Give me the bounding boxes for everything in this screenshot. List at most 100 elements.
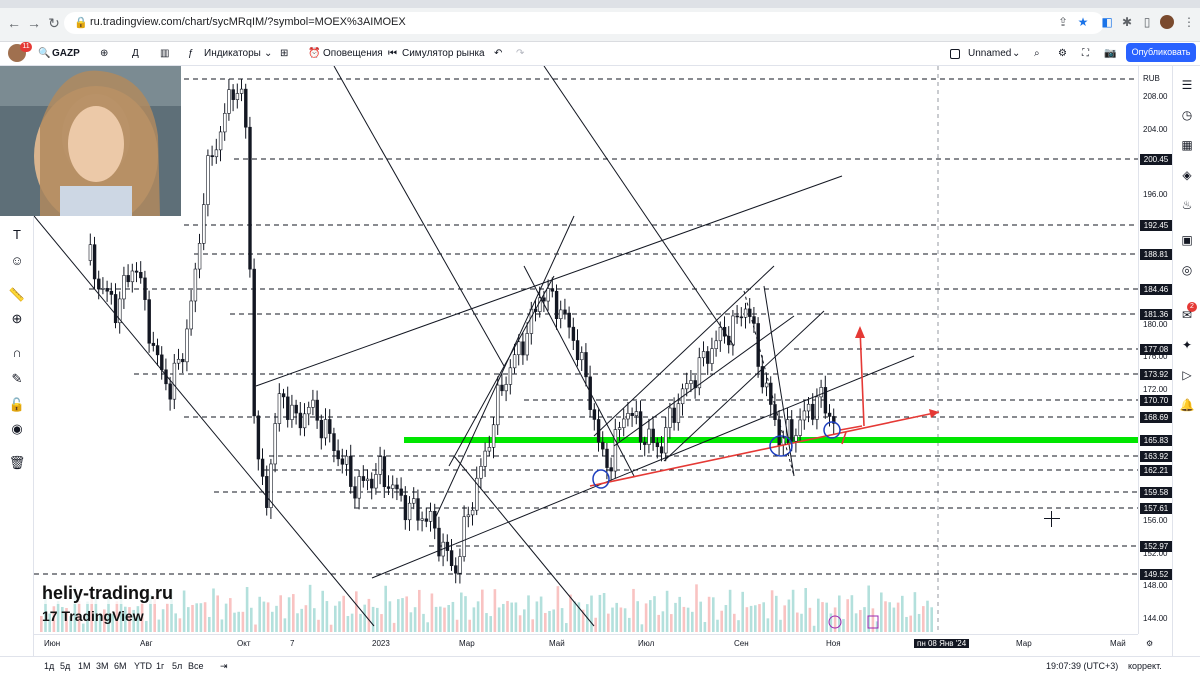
- volume-bar: [187, 607, 190, 632]
- clock-icon[interactable]: ◷: [1181, 108, 1193, 122]
- zoom-in-icon[interactable]: ⊕: [11, 311, 23, 326]
- layout-checkbox[interactable]: [950, 49, 960, 59]
- bell-icon[interactable]: 🔔: [1179, 398, 1195, 412]
- extensions-icon[interactable]: ✱: [1121, 15, 1133, 29]
- correction-toggle[interactable]: коррект.: [1128, 661, 1162, 671]
- price-scale[interactable]: RUB 208.00 204.00 196.00 180.00 176.00 172.00…: [1138, 66, 1172, 634]
- sidepanel-icon[interactable]: ▯: [1143, 15, 1151, 29]
- camera-icon[interactable]: 📷: [1104, 48, 1117, 59]
- gear-icon[interactable]: ⚙: [1146, 639, 1154, 648]
- clock-readout[interactable]: 19:07:39 (UTC+3): [1046, 661, 1119, 671]
- indicators-icon[interactable]: ƒ: [188, 48, 194, 59]
- volume-bar: [728, 589, 732, 632]
- broadcast-icon[interactable]: ▷: [1182, 368, 1192, 382]
- volume-bar: [531, 619, 534, 632]
- range-button[interactable]: 1г: [156, 661, 165, 671]
- candle-body: [302, 413, 307, 429]
- candle-body: [449, 550, 454, 566]
- reload-icon[interactable]: ↻: [48, 15, 60, 31]
- highlight-level: [404, 437, 1138, 443]
- pencil-lock-icon[interactable]: ✎: [11, 371, 23, 386]
- range-button[interactable]: 5д: [60, 661, 71, 671]
- candle-body: [601, 441, 605, 450]
- price-chart[interactable]: [34, 66, 1138, 634]
- candle-body: [748, 308, 752, 317]
- star-icon[interactable]: ★: [1077, 15, 1089, 29]
- trash-icon[interactable]: 🗑: [8, 455, 26, 470]
- range-button[interactable]: 3М: [96, 661, 109, 671]
- ruler-icon[interactable]: 📏: [8, 287, 26, 302]
- undo-icon[interactable]: ↶: [494, 48, 503, 59]
- volume-bar: [350, 613, 354, 632]
- layers-icon[interactable]: ◈: [1182, 168, 1192, 182]
- trend-line: [448, 275, 555, 467]
- candle-body: [630, 413, 634, 416]
- calculator-icon[interactable]: ▣: [1181, 233, 1193, 247]
- range-button[interactable]: 6М: [114, 661, 127, 671]
- lightbulb-icon[interactable]: ✦: [1181, 338, 1193, 352]
- calendar-icon[interactable]: ▦: [1181, 138, 1193, 152]
- flame-icon[interactable]: ♨: [1181, 198, 1193, 212]
- volume-bar: [821, 602, 824, 632]
- time-tick: Окт: [237, 639, 251, 648]
- volume-bar: [69, 616, 72, 632]
- chart-type-icon[interactable]: ▥: [160, 48, 170, 59]
- chat-icon[interactable]: ✉: [1181, 308, 1193, 322]
- volume-bar: [518, 615, 522, 632]
- symbol-button[interactable]: GAZP: [52, 48, 80, 59]
- time-scale[interactable]: Июн Авг Окт 7 2023 Мар Май Июл Сен Ноя пн 08 Янв '…: [34, 634, 1153, 654]
- target-icon[interactable]: ◎: [1181, 263, 1193, 277]
- profile-icon[interactable]: [1160, 15, 1174, 29]
- candle-body: [777, 419, 781, 446]
- gear-icon[interactable]: ⚙: [1058, 48, 1067, 59]
- chevron-down-icon[interactable]: ⌄: [1012, 48, 1021, 59]
- share-icon[interactable]: ⇪: [1057, 15, 1069, 29]
- replay-icon[interactable]: ⏮: [388, 48, 397, 59]
- volume-bar: [783, 605, 786, 632]
- chevron-down-icon[interactable]: ⌄: [264, 48, 273, 59]
- emoji-icon[interactable]: ☺: [10, 253, 24, 268]
- menu-icon[interactable]: ⋮: [1183, 15, 1195, 29]
- volume-bar: [115, 601, 119, 632]
- watchlist-icon[interactable]: ☰: [1181, 78, 1193, 92]
- fullscreen-icon[interactable]: ⛶: [1082, 48, 1089, 59]
- url-text: ru.tradingview.com/chart/sycMRqIM/?symbo…: [90, 16, 406, 28]
- search-icon[interactable]: 🔍: [38, 48, 51, 59]
- range-button[interactable]: Все: [188, 661, 204, 671]
- range-button[interactable]: 5л: [172, 661, 183, 671]
- layout-name[interactable]: Unnamed: [968, 48, 1012, 59]
- interval-button[interactable]: Д: [132, 48, 139, 59]
- add-symbol-icon[interactable]: ⊕: [100, 48, 109, 59]
- forward-icon[interactable]: →: [27, 15, 41, 31]
- layouts-icon[interactable]: ⊞: [280, 48, 289, 59]
- volume-bar: [632, 588, 635, 632]
- volume-bar: [376, 607, 379, 632]
- alerts-button[interactable]: Оповещения: [323, 48, 383, 59]
- presenter-video: [0, 66, 181, 216]
- trend-line: [453, 455, 595, 627]
- lock-icon[interactable]: 🔓: [8, 397, 26, 412]
- translate-icon[interactable]: ◧: [1101, 15, 1113, 29]
- text-tool-icon[interactable]: T: [13, 227, 21, 242]
- magnet-icon[interactable]: ∩: [12, 345, 22, 360]
- price-tick: 208.00: [1143, 92, 1168, 101]
- quick-search-icon[interactable]: ⌕: [1034, 48, 1040, 59]
- circle-marker: [823, 421, 841, 439]
- chart-pane[interactable]: [34, 66, 1138, 634]
- indicators-button[interactable]: Индикаторы: [204, 48, 261, 59]
- range-button[interactable]: 1д: [44, 661, 55, 671]
- publish-button[interactable]: Опубликовать: [1126, 43, 1196, 62]
- simulator-button[interactable]: Симулятор рынка: [402, 48, 485, 59]
- range-button[interactable]: YTD: [134, 661, 152, 671]
- redo-icon[interactable]: ↷: [516, 48, 525, 59]
- range-button[interactable]: 1М: [78, 661, 91, 671]
- eye-icon[interactable]: ◉: [11, 421, 23, 436]
- alarm-icon[interactable]: ⏰: [308, 48, 321, 59]
- candle-body: [244, 88, 248, 128]
- address-bar[interactable]: 🔒 ru.tradingview.com/chart/sycMRqIM/?sym…: [64, 12, 1104, 34]
- volume-bar: [86, 601, 89, 632]
- goto-date-icon[interactable]: ⇥: [220, 661, 228, 671]
- back-icon[interactable]: ←: [7, 15, 21, 31]
- volume-bar: [640, 624, 644, 632]
- volume-bar: [455, 619, 459, 632]
